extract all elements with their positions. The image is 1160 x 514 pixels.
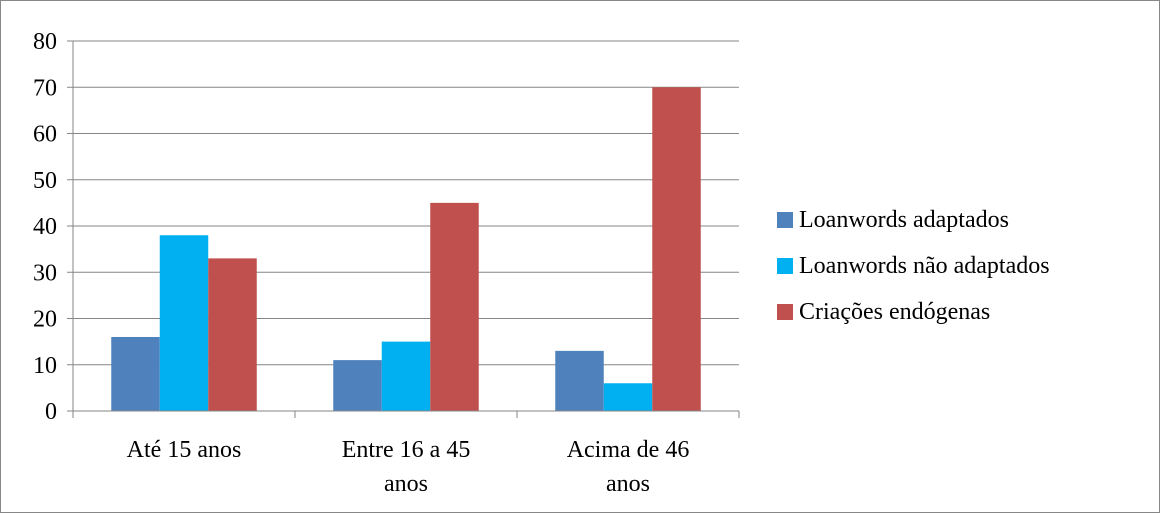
legend: Loanwords adaptados Loanwords não adaptad… [777,197,1050,335]
y-tick-label: 60 [33,122,57,148]
bar [652,87,701,411]
bars [111,87,701,411]
x-tick-label: Entre 16 a 45 [342,437,471,463]
legend-label: Loanwords não adaptados [799,252,1050,279]
x-tick-labels: Até 15 anos Entre 16 a 45 anos Acima de 46 a… [127,437,690,497]
legend-label: Loanwords adaptados [799,206,1009,233]
bar [381,341,431,411]
x-tick-label: Acima de 46 [567,437,690,463]
bar [159,235,209,411]
bar [603,383,653,411]
legend-label: Criações endógenas [799,298,991,325]
y-tick-label: 0 [45,399,57,425]
y-tick-label: 70 [33,75,57,101]
y-tick-label: 10 [33,353,57,379]
legend-item: Loanwords não adaptados [777,243,1050,289]
legend-swatch [777,258,793,274]
bar [111,337,160,411]
bar [555,350,604,411]
bar [333,360,382,411]
legend-item: Criações endógenas [777,289,1050,335]
x-tick-label: anos [384,471,428,497]
y-tick-label: 80 [33,29,57,55]
y-tick-label: 50 [33,168,57,194]
legend-swatch [777,212,793,228]
y-tick-label: 40 [33,214,57,240]
legend-swatch [777,304,793,320]
axes [67,40,740,418]
y-tick-label: 30 [33,260,57,286]
bar [208,258,257,411]
y-tick-labels: 0 10 20 30 40 50 60 70 80 [33,29,57,425]
x-tick-label: Até 15 anos [127,437,242,463]
bar [430,202,479,411]
y-tick-label: 20 [33,307,57,333]
x-tick-label: anos [606,471,650,497]
legend-item: Loanwords adaptados [777,197,1050,243]
